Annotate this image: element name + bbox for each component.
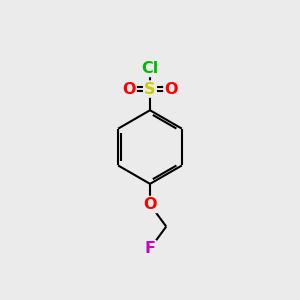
Text: O: O	[122, 82, 136, 97]
Text: O: O	[164, 82, 178, 97]
Text: S: S	[144, 82, 156, 97]
Text: F: F	[145, 241, 155, 256]
Text: O: O	[143, 197, 157, 212]
Text: Cl: Cl	[141, 61, 159, 76]
